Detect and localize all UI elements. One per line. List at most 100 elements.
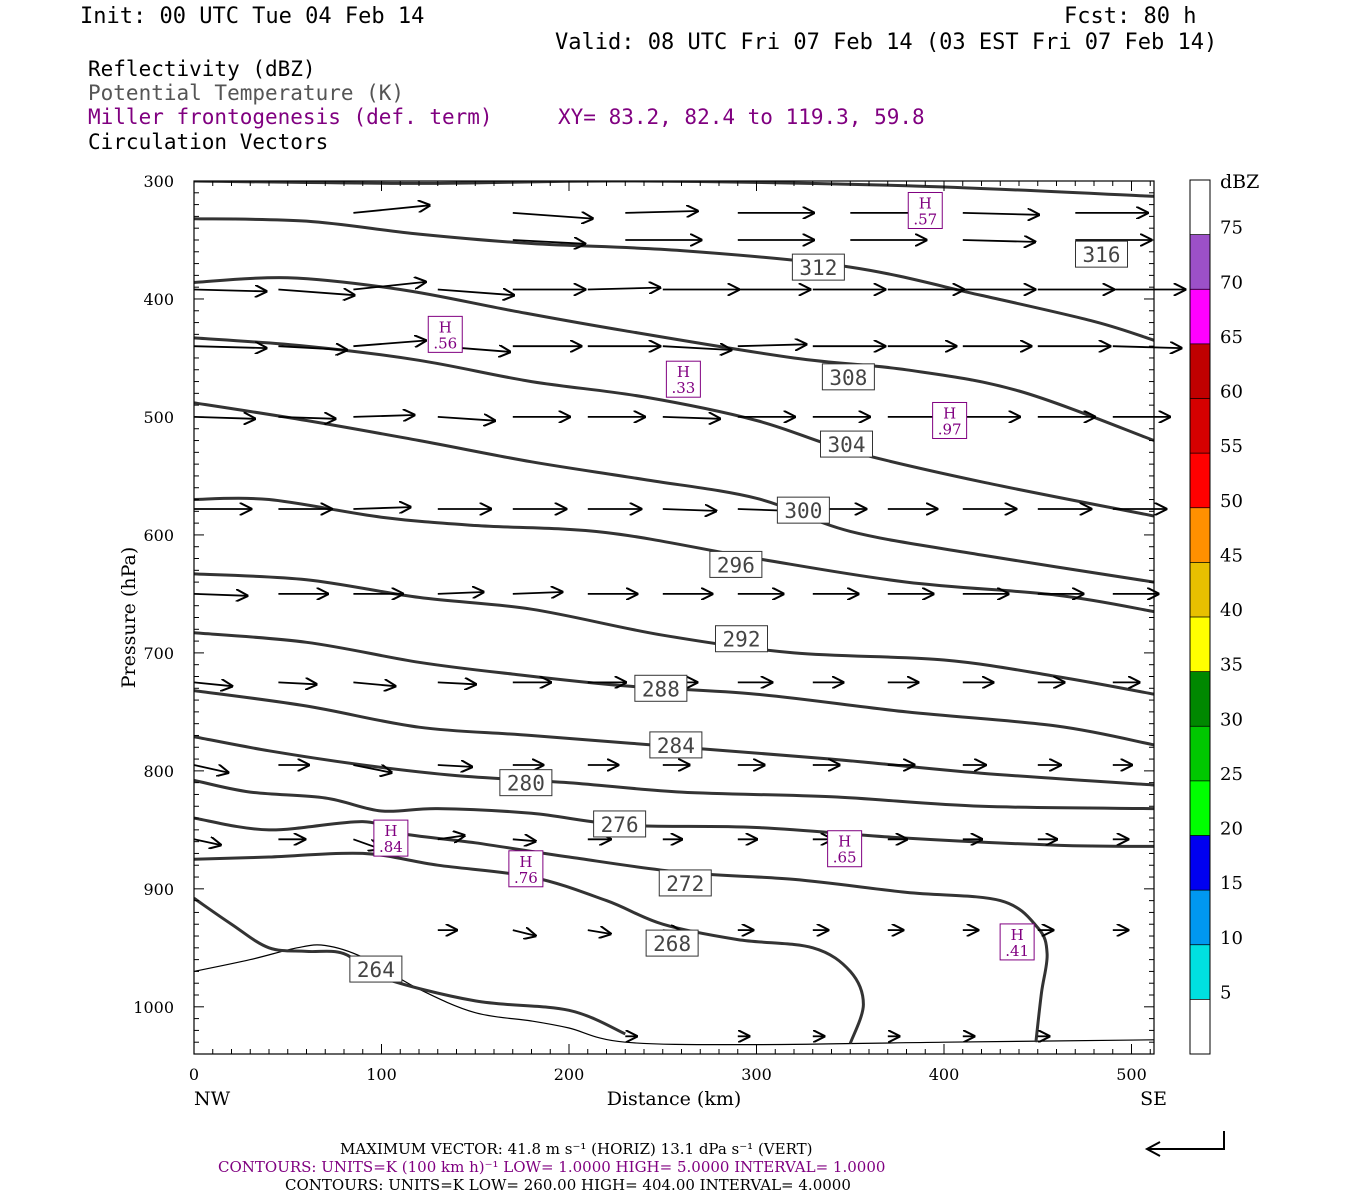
isentrope-labels: 316 312 308 304 300 296 292 288 284 280 276 272 268 2… <box>349 240 1128 983</box>
colorbar-swatch <box>1190 234 1210 290</box>
colorbar-swatch <box>1190 398 1210 454</box>
vector-arrow <box>353 415 414 417</box>
svg-text:H: H <box>677 363 690 381</box>
legend-frontogenesis: Miller frontogenesis (def. term) <box>88 105 493 129</box>
frontogenesis-max: H.41 <box>999 923 1035 961</box>
isentrope-268 <box>194 851 865 1044</box>
vector-arrow <box>353 682 395 686</box>
circulation-vectors <box>193 205 1185 1036</box>
colorbar-label: 60 <box>1220 382 1243 403</box>
x-tick-label: 200 <box>554 1065 585 1084</box>
svg-text:.65: .65 <box>833 849 857 867</box>
vector-arrow <box>278 682 316 684</box>
colorbar-swatch <box>1190 890 1210 945</box>
frontogenesis-max: H.84 <box>373 819 409 857</box>
valid-time: Valid: 08 UTC Fri 07 Feb 14 (03 EST Fri … <box>555 30 1218 55</box>
isentrope-label-308: 308 <box>821 363 875 391</box>
colorbar-swatch <box>1190 671 1210 727</box>
svg-text:312: 312 <box>799 256 837 280</box>
svg-text:300: 300 <box>784 499 822 523</box>
colorbar-unit: dBZ <box>1220 171 1259 193</box>
svg-text:.76: .76 <box>514 869 538 887</box>
frontogenesis-max: H.56 <box>427 315 463 353</box>
frontogenesis-max: H.65 <box>827 830 863 868</box>
svg-text:276: 276 <box>601 813 639 837</box>
colorbar-swatch <box>1190 289 1210 344</box>
vector-arrow <box>587 288 660 290</box>
colorbar-label: 65 <box>1220 327 1243 348</box>
vector-arrow <box>662 417 720 419</box>
svg-text:.84: .84 <box>379 838 403 856</box>
vector-arrow <box>1112 346 1181 348</box>
vector-arrow <box>278 417 335 419</box>
colorbar-label: 75 <box>1220 218 1243 239</box>
x-end-label-right: SE <box>1140 1088 1167 1110</box>
colorbar-swatch <box>1190 507 1210 563</box>
frontogenesis-max: H.57 <box>907 191 943 229</box>
isentrope-280 <box>194 735 1154 811</box>
isentrope-label-276: 276 <box>593 810 647 838</box>
isentrope-label-264: 264 <box>349 955 403 983</box>
isentrope-308 <box>194 276 1154 442</box>
isentrope-label-284: 284 <box>649 731 703 759</box>
isentrope-label-304: 304 <box>820 430 873 458</box>
colorbar-label: 70 <box>1220 272 1243 293</box>
svg-text:.57: .57 <box>913 210 937 228</box>
svg-text:H: H <box>1011 926 1024 944</box>
forecast-hour: Fcst: 80 h <box>1064 4 1197 29</box>
vector-arrow <box>193 682 232 686</box>
colorbar-swatch <box>1190 780 1210 836</box>
svg-text:.41: .41 <box>1005 942 1029 960</box>
colorbar-label: 15 <box>1220 873 1243 894</box>
vector-arrow <box>587 930 611 934</box>
vector-arrow <box>512 592 562 594</box>
axes: 300 400 500 600 700 800 900 1000 0 100 200 300 400 50… <box>118 172 1167 1110</box>
vector-arrow <box>193 346 266 348</box>
svg-text:.97: .97 <box>938 420 962 438</box>
svg-text:304: 304 <box>828 433 866 457</box>
terrain-line <box>193 944 1155 1046</box>
frontogenesis-max: H.76 <box>508 850 544 888</box>
x-tick-label: 0 <box>189 1065 199 1084</box>
vector-arrow <box>625 211 697 213</box>
isentrope-312 <box>194 217 1154 342</box>
isentrope-300 <box>194 401 1154 584</box>
vector-arrow <box>512 213 593 219</box>
x-tick-label: 500 <box>1116 1065 1147 1084</box>
vector-arrow <box>437 417 495 421</box>
vector-arrow <box>512 839 536 841</box>
vector-arrow <box>962 240 1035 242</box>
svg-text:316: 316 <box>1083 243 1121 267</box>
frontogenesis-maxima: H.57H.56H.33H.97H.84H.76H.65H.41 <box>373 191 1035 961</box>
svg-text:H: H <box>943 404 956 422</box>
reference-vector-icon <box>1144 1131 1225 1157</box>
isentrope-292 <box>194 572 1154 696</box>
colorbar-label: 25 <box>1220 764 1243 785</box>
x-tick-label: 300 <box>741 1065 772 1084</box>
vector-arrow <box>737 344 806 346</box>
frontogenesis-max: H.33 <box>665 360 701 398</box>
isentrope-label-300: 300 <box>776 496 830 524</box>
colorbar-label: 10 <box>1220 928 1243 949</box>
y-tick-label: 400 <box>143 290 174 309</box>
colorbar-label: 20 <box>1220 819 1243 840</box>
x-tick-label: 400 <box>929 1065 960 1084</box>
y-tick-label: 600 <box>143 526 174 545</box>
y-tick-label: 800 <box>143 762 174 781</box>
y-tick-label: 1000 <box>133 998 174 1017</box>
x-axis-label: Distance (km) <box>607 1088 742 1110</box>
vector-arrow <box>193 594 247 596</box>
isentrope-label-268: 268 <box>645 929 699 957</box>
svg-text:H: H <box>838 833 851 851</box>
legend-vectors: Circulation Vectors <box>88 130 329 154</box>
y-tick-label: 900 <box>143 880 174 899</box>
colorbar-label: 30 <box>1220 709 1243 730</box>
colorbar-label: 45 <box>1220 545 1243 566</box>
vector-arrow <box>437 592 484 594</box>
isentrope-label-296: 296 <box>709 550 763 578</box>
y-tick-label: 700 <box>143 644 174 663</box>
legend-theta: Potential Temperature (K) <box>88 81 405 105</box>
isentrope-label-312: 312 <box>791 253 845 281</box>
footer-contours-theta: CONTOURS: UNITS=K LOW= 260.00 HIGH= 404.… <box>285 1176 851 1194</box>
